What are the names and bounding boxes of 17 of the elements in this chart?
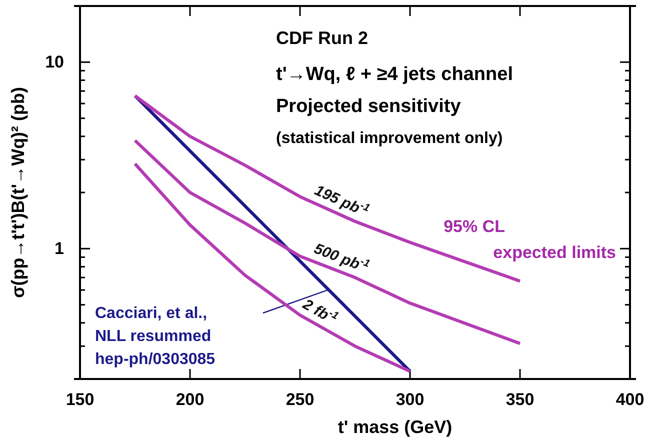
x-tick-label: 200 xyxy=(176,390,204,410)
text: CDF Run 2 xyxy=(276,28,368,48)
text: t'→Wq, ℓ + ≥4 jets channel xyxy=(276,64,513,85)
x-tick-label: 350 xyxy=(506,390,534,410)
y-tick-label: 10 xyxy=(45,52,64,72)
text: 500 pb$^{-1}$ xyxy=(312,240,372,274)
x-axis-title: t' mass (GeV) xyxy=(338,417,452,437)
y-tick-label: 1 xyxy=(54,239,64,258)
y-axis-title: σ(pp→t't')B(t'→Wq)² (pb) xyxy=(8,86,28,298)
annotation: 95% CL expected limits xyxy=(444,217,616,262)
annotation: Projected sensitivity xyxy=(276,96,462,117)
x-tick-label: 400 xyxy=(616,390,644,410)
x-tick-label: 250 xyxy=(286,390,314,410)
x-tick-label: 150 xyxy=(66,390,94,410)
x-tick-label: 300 xyxy=(396,390,424,410)
annotation: (statistical improvement only) xyxy=(276,130,503,147)
text: Cacciari, et al., NLL resummed hep-ph/0303085 xyxy=(95,305,216,368)
